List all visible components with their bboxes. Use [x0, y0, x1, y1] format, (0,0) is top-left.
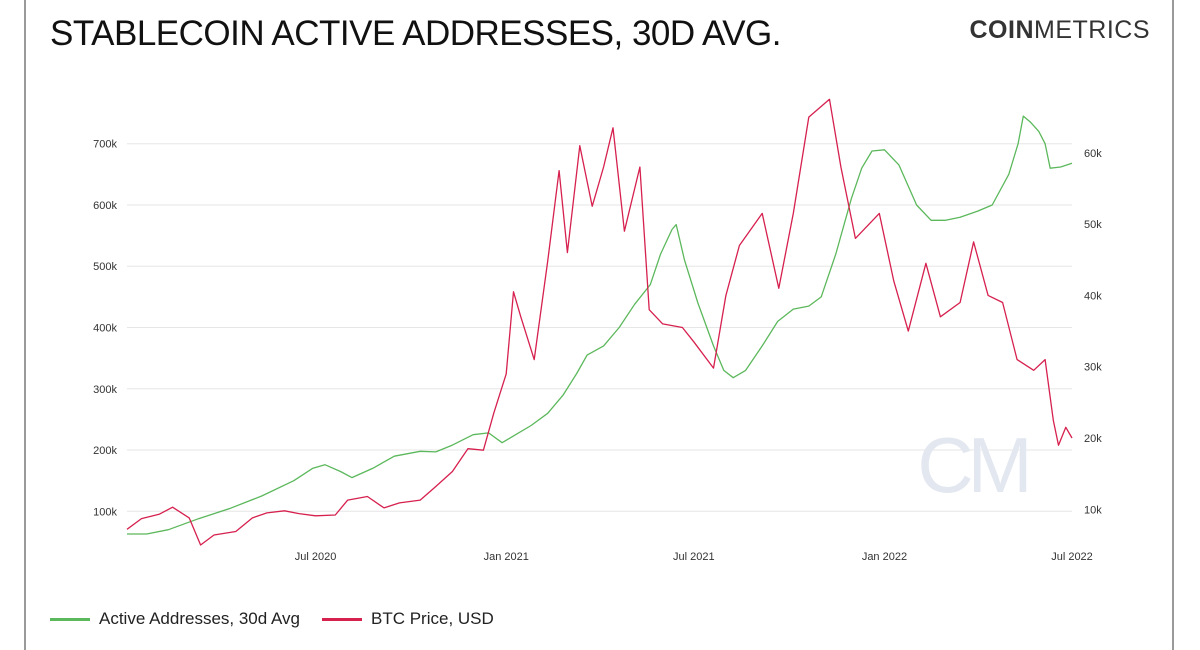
y-right-tick-label: 10k: [1084, 504, 1102, 516]
y-right-tick-label: 40k: [1084, 290, 1102, 302]
x-tick-label: Jan 2021: [484, 551, 529, 563]
y-left-tick-label: 300k: [93, 384, 117, 396]
y-axis-right-labels: 10k 20k 30k 40k 50k 60k: [1084, 148, 1102, 517]
x-tick-label: Jul 2022: [1051, 551, 1093, 563]
y-left-tick-label: 600k: [93, 200, 117, 212]
series-line-active-addresses: [127, 115, 1073, 535]
y-left-tick-label: 400k: [93, 323, 117, 335]
logo-light-text: METRICS: [1034, 16, 1150, 44]
y-right-tick-label: 60k: [1084, 148, 1102, 160]
y-left-tick-label: 200k: [93, 445, 117, 457]
chart-legend: Active Addresses, 30d Avg BTC Price, USD: [50, 609, 516, 629]
x-tick-label: Jul 2020: [295, 551, 337, 563]
y-left-tick-label: 700k: [93, 139, 117, 151]
y-right-tick-label: 50k: [1084, 219, 1102, 231]
y-left-tick-label: 100k: [93, 506, 117, 518]
chart-frame: [24, 0, 1174, 650]
coinmetrics-logo: COINMETRICS: [970, 16, 1151, 45]
y-right-tick-label: 20k: [1084, 433, 1102, 445]
y-left-tick-label: 500k: [93, 261, 117, 273]
y-axis-left-labels: 100k 200k 300k 400k 500k 600k 700k: [93, 139, 117, 519]
legend-swatch-red: [321, 617, 362, 621]
logo-bold-text: COIN: [969, 16, 1034, 44]
legend-label-btc-price: BTC Price, USD: [370, 609, 494, 628]
x-tick-label: Jul 2021: [673, 551, 715, 563]
chart-title: STABLECOIN ACTIVE ADDRESSES, 30D AVG.: [50, 14, 782, 53]
legend-item-active-addresses[interactable]: Active Addresses, 30d Avg: [50, 609, 300, 629]
cm-watermark: CM: [917, 421, 1026, 509]
legend-label-active-addresses: Active Addresses, 30d Avg: [99, 609, 300, 628]
x-tick-label: Jan 2022: [862, 551, 907, 563]
legend-item-btc-price[interactable]: BTC Price, USD: [321, 609, 494, 629]
x-axis-labels: Jul 2020 Jan 2021 Jul 2021 Jan 2022 Jul 2022: [295, 551, 1093, 563]
y-right-tick-label: 30k: [1084, 362, 1102, 374]
series-line-btc-price: [126, 98, 1073, 546]
legend-swatch-green: [50, 617, 90, 621]
